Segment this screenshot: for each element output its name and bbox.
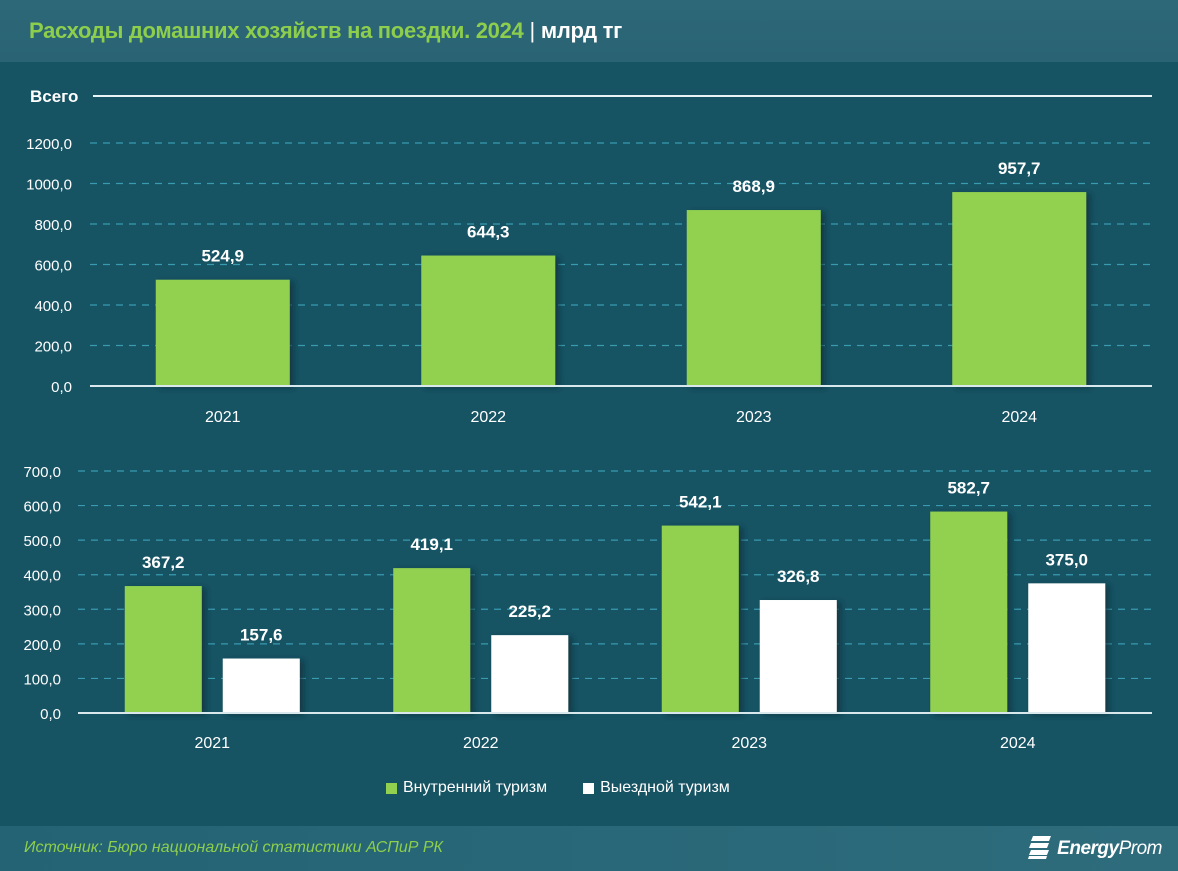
x-tick-label: 2021 (205, 409, 241, 426)
bar-domestic-2024 (930, 511, 1008, 713)
legend-label-outbound: Выездной туризм (600, 779, 730, 796)
legend-label-domestic: Внутренний туризм (403, 779, 548, 796)
data-label-domestic-2023: 542,1 (679, 493, 722, 512)
legend-swatch-outbound (583, 782, 595, 794)
y-tick-label: 600,0 (34, 258, 72, 275)
y-tick-label: 0,0 (40, 706, 61, 723)
bar-outbound-2023 (759, 600, 837, 713)
bar-total-2022 (421, 255, 556, 386)
data-label-total-2024: 957,7 (998, 159, 1041, 178)
bar-domestic-2021 (124, 586, 202, 713)
x-tick-label: 2022 (463, 735, 499, 752)
y-tick-label: 100,0 (23, 671, 61, 688)
y-tick-label: 0,0 (51, 379, 72, 396)
section-title-total: Всего (30, 87, 78, 106)
y-tick-label: 200,0 (23, 637, 61, 654)
x-tick-label: 2023 (731, 735, 767, 752)
y-tick-label: 600,0 (23, 499, 61, 516)
bar-total-2024 (952, 192, 1087, 386)
y-tick-label: 700,0 (23, 464, 61, 481)
bar-outbound-2021 (222, 658, 300, 713)
data-label-domestic-2022: 419,1 (410, 535, 453, 554)
data-label-domestic-2021: 367,2 (142, 553, 185, 572)
y-tick-label: 200,0 (34, 339, 72, 356)
data-label-outbound-2023: 326,8 (777, 567, 820, 586)
y-tick-label: 800,0 (34, 217, 72, 234)
legend-item-outbound[interactable]: Выездной туризм (583, 779, 730, 797)
y-tick-label: 400,0 (23, 568, 61, 585)
y-tick-label: 400,0 (34, 298, 72, 315)
chart-title: Расходы домашних хозяйств на поездки. 20… (29, 18, 622, 44)
logo-text-energy: Energy (1057, 838, 1119, 859)
data-label-total-2021: 524,9 (201, 247, 244, 266)
footer-bar: Источник: Бюро национальной статистики А… (0, 826, 1178, 871)
x-tick-label: 2024 (1000, 735, 1036, 752)
title-separator: | (529, 18, 535, 43)
energyprom-logo[interactable]: EnergyProm (1027, 834, 1163, 865)
data-label-domestic-2024: 582,7 (947, 479, 990, 498)
logo-text-prom: Prom (1118, 838, 1163, 859)
data-label-outbound-2024: 375,0 (1045, 550, 1088, 569)
logo-text: EnergyProm (1057, 838, 1162, 860)
data-label-outbound-2022: 225,2 (508, 602, 551, 621)
total-chart: Всего 0,0 200,0 400,0 600,0 800,0 1000,0 1200,0… (26, 87, 1152, 426)
bar-outbound-2024 (1028, 583, 1106, 713)
energyprom-logo-icon (1027, 834, 1053, 865)
data-label-outbound-2021: 157,6 (240, 626, 283, 645)
tourism-chart: 0,0 100,0 200,0 300,0 400,0 500,0 600,0 700,0 36… (23, 464, 1152, 752)
bar-total-2021 (155, 279, 290, 386)
title-text: Расходы домашних хозяйств на поездки. 20… (29, 18, 524, 43)
bar-outbound-2022 (491, 635, 569, 713)
title-unit: млрд тг (540, 18, 622, 43)
y-tick-label: 1000,0 (26, 177, 72, 194)
x-tick-label: 2021 (194, 735, 230, 752)
bar-domestic-2022 (393, 568, 471, 713)
legend: Внутренний туризм Выездной туризм (386, 779, 730, 797)
x-tick-label: 2024 (1001, 409, 1037, 426)
bar-domestic-2023 (661, 525, 739, 713)
x-tick-label: 2023 (736, 409, 772, 426)
data-label-total-2023: 868,9 (732, 177, 775, 196)
source-note: Источник: Бюро национальной статистики А… (24, 839, 443, 856)
data-label-total-2022: 644,3 (467, 223, 510, 242)
legend-item-domestic[interactable]: Внутренний туризм (386, 779, 547, 797)
bar-total-2023 (686, 210, 821, 386)
x-tick-label: 2022 (470, 409, 506, 426)
y-tick-label: 500,0 (23, 533, 61, 550)
y-tick-label: 300,0 (23, 602, 61, 619)
y-tick-label: 1200,0 (26, 136, 72, 153)
header-bar: Расходы домашних хозяйств на поездки. 20… (0, 0, 1178, 62)
legend-swatch-domestic (386, 782, 397, 794)
